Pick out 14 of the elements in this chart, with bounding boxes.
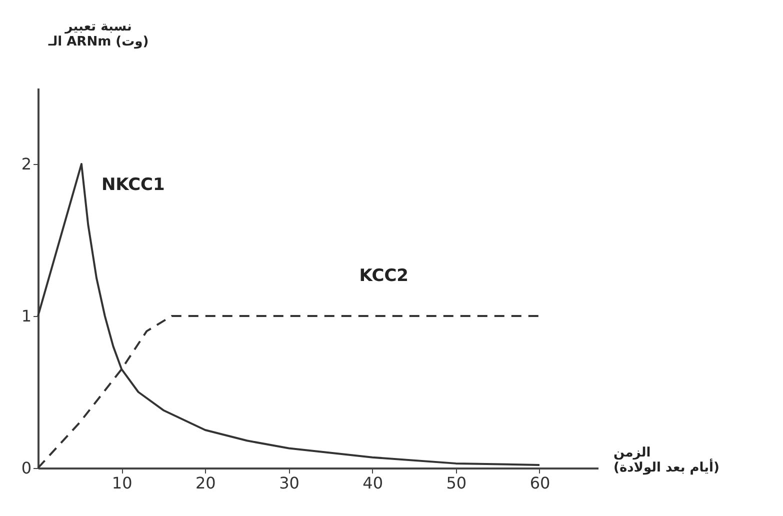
x-tick-label: 50 — [446, 474, 467, 492]
x-tick-label: 30 — [279, 474, 300, 492]
x-tick-label: 60 — [530, 474, 550, 492]
y-axis-title: نسبة تعبير الـ ARNm (وت) — [47, 20, 149, 50]
y-tick-label: 1 — [21, 306, 32, 326]
annotation: KCC2 — [359, 266, 408, 286]
x-tick-label: 20 — [195, 474, 216, 492]
annotation: NKCC1 — [101, 174, 165, 195]
x-tick-label: 10 — [112, 474, 132, 492]
y-tick-label: 2 — [21, 154, 32, 174]
x-tick-label: 40 — [362, 474, 384, 492]
y-tick-label: 0 — [21, 458, 32, 478]
line-series — [37, 163, 540, 466]
x-axis-title: الزمن (أيام بعد الولادة) — [614, 446, 720, 476]
